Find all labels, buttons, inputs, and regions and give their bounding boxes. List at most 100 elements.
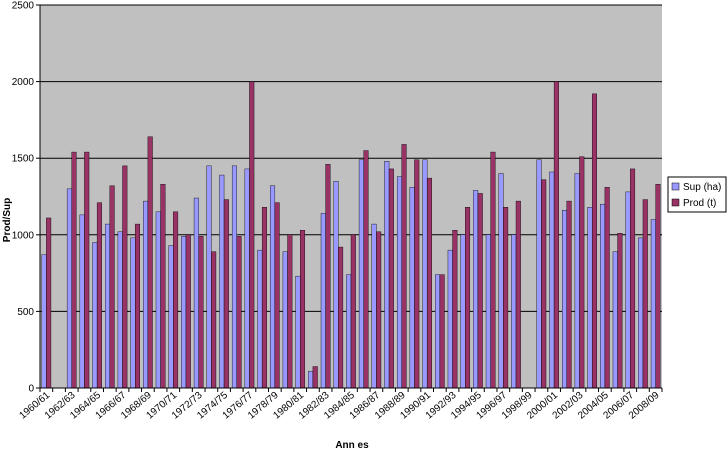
bar-prod <box>312 366 318 389</box>
bar-sup <box>384 161 390 389</box>
legend-swatch-prod <box>671 198 680 207</box>
legend: Sup (ha) Prod (t) <box>667 176 727 213</box>
y-axis-ticks: 0 500 1000 1500 2000 2500 <box>12 1 40 395</box>
bar-sup <box>282 251 288 389</box>
bar-prod <box>109 185 115 389</box>
legend-swatch-sup <box>671 182 680 191</box>
bar-prod <box>490 151 496 389</box>
bar-prod <box>604 187 610 389</box>
bar-prod <box>325 164 331 389</box>
bar-sup <box>409 187 415 389</box>
bar-sup <box>143 200 149 389</box>
bar-prod <box>147 136 153 389</box>
bar-prod <box>452 229 458 389</box>
legend-label-prod: Prod (t) <box>683 198 716 209</box>
bar-sup <box>447 249 453 389</box>
bar-sup <box>333 180 339 389</box>
y-tick-label: 0 <box>28 384 34 395</box>
bar-prod <box>223 199 229 389</box>
bar-prod <box>655 184 661 389</box>
bar-prod <box>287 234 293 389</box>
bar-prod <box>71 151 77 389</box>
bar-sup <box>41 254 47 389</box>
bar-prod <box>160 184 166 389</box>
bar-sup <box>435 274 441 389</box>
bar-sup <box>181 236 187 389</box>
bar-prod <box>630 168 636 389</box>
bar-sup <box>155 211 161 389</box>
bar-prod <box>185 234 191 389</box>
bar-sup <box>193 197 199 389</box>
bar-prod <box>541 179 547 389</box>
bar-sup <box>473 190 479 389</box>
bar-sup <box>485 234 491 389</box>
bar-sup <box>422 159 428 389</box>
bar-prod <box>579 156 585 389</box>
y-tick-label: 1500 <box>12 154 35 165</box>
y-axis-title: Prod/Sup <box>2 198 13 242</box>
bar-sup <box>130 237 136 389</box>
legend-label-sup: Sup (ha) <box>683 182 721 193</box>
bar-prod <box>642 199 648 389</box>
bar-sup <box>574 173 580 389</box>
bar-sup <box>168 245 174 389</box>
bar-prod <box>122 165 128 389</box>
bar-sup <box>231 165 237 389</box>
bar-prod <box>617 233 623 389</box>
bar-prod <box>134 223 140 389</box>
bar-sup <box>320 213 326 389</box>
bar-sup <box>295 275 301 389</box>
bar-prod <box>363 150 369 389</box>
bar-sup <box>92 242 98 389</box>
bar-sup <box>612 251 618 389</box>
bar-sup <box>600 203 606 389</box>
bar-prod <box>84 151 90 389</box>
y-tick-label: 1000 <box>12 230 35 241</box>
x-axis-title: Ann es <box>335 440 369 451</box>
bar-sup <box>625 191 631 389</box>
bar-prod <box>46 217 52 389</box>
bar-sup <box>358 159 364 389</box>
bar-sup <box>638 237 644 389</box>
bar-sup <box>66 188 72 389</box>
bar-prod <box>591 93 597 389</box>
bar-sup <box>498 173 504 389</box>
bar-prod <box>261 207 267 389</box>
y-tick-label: 2000 <box>12 77 35 88</box>
bar-prod <box>96 202 102 389</box>
bar-prod <box>338 246 344 389</box>
bar-prod <box>350 234 356 389</box>
bar-prod <box>249 81 255 389</box>
bar-sup <box>371 223 377 389</box>
bar-prod <box>236 236 242 389</box>
bar-sup <box>562 210 568 389</box>
bar-prod <box>414 159 420 389</box>
bar-sup <box>257 249 263 389</box>
bar-sup <box>460 234 466 389</box>
bar-prod <box>477 193 483 389</box>
bar-prod <box>274 202 280 389</box>
bar-sup <box>536 159 542 389</box>
bar-sup <box>511 234 517 389</box>
bar-sup <box>270 185 276 389</box>
bar-sup <box>244 168 250 389</box>
bar-prod <box>376 231 382 389</box>
bar-prod <box>426 177 432 389</box>
bar-sup <box>117 231 123 389</box>
bar-sup <box>650 219 656 389</box>
bar-prod <box>211 251 217 389</box>
bar-sup <box>396 176 402 389</box>
bar-sup <box>549 171 555 389</box>
y-tick-label: 2500 <box>12 1 35 12</box>
bar-sup <box>79 214 85 389</box>
bar-sup <box>206 165 212 389</box>
y-tick-label: 500 <box>17 307 34 318</box>
bar-prod <box>401 144 407 389</box>
bar-prod <box>439 274 445 389</box>
bar-prod <box>515 200 521 389</box>
bar-prod <box>388 168 394 389</box>
bar-sup <box>346 274 352 389</box>
bar-sup <box>105 223 111 389</box>
bar-prod <box>566 200 572 389</box>
